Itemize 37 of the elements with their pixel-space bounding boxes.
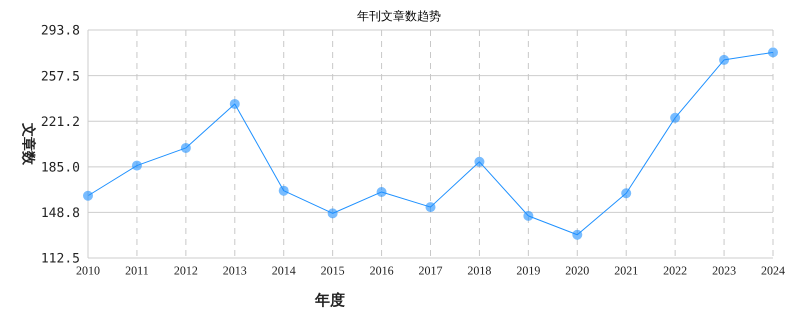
x-tick-label: 2015 (320, 264, 345, 278)
y-tick-label: 148.8 (40, 206, 80, 221)
x-tick-label: 2019 (516, 264, 540, 278)
x-tick-label: 2014 (272, 264, 296, 278)
x-tick-label: 2024 (761, 264, 785, 278)
point (132, 160, 142, 171)
x-tick-label: 2016 (370, 264, 394, 278)
x-tick-label: 2020 (565, 264, 590, 278)
point (719, 54, 730, 65)
x-axis-title: 年度 (314, 291, 345, 309)
point (180, 142, 191, 153)
y-tick-label: 293.8 (40, 24, 80, 39)
y-axis-title: 文章数 (20, 122, 38, 166)
point (572, 230, 582, 240)
chart-title: 年刊文章数趋势 (356, 8, 442, 25)
point (670, 112, 680, 123)
x-tick-label: 2017 (418, 264, 442, 278)
x-tick-label: 2013 (222, 264, 247, 278)
y-tick-label: 257.5 (40, 69, 80, 84)
y-tick-label: 221.2 (40, 114, 80, 130)
y-tick-label: 185.0 (40, 160, 80, 176)
point (474, 156, 484, 167)
point (768, 47, 778, 58)
point (523, 210, 534, 221)
point (621, 188, 632, 198)
x-tick-label: 2021 (614, 264, 638, 278)
x-tick-label: 2012 (174, 264, 198, 278)
x-tick-label: 2023 (712, 264, 736, 278)
x-tick-label: 2018 (467, 264, 492, 278)
point (83, 190, 93, 201)
point (426, 202, 436, 212)
point (376, 186, 387, 197)
x-tick-label: 2022 (663, 264, 688, 278)
point (230, 98, 240, 109)
point (328, 208, 338, 218)
x-tick-label: 2011 (125, 264, 149, 278)
point (278, 186, 289, 196)
